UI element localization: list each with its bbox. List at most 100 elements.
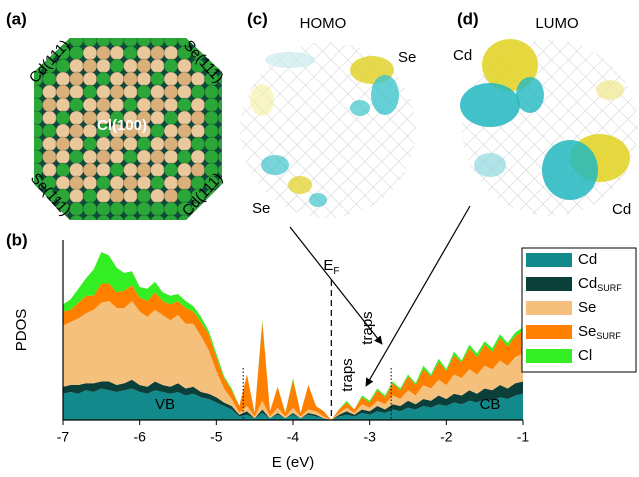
atom (29, 137, 43, 151)
atom (29, 202, 43, 216)
atom (83, 137, 97, 151)
atom (191, 85, 205, 99)
fermi-label-sub: F (333, 266, 339, 277)
atom (137, 72, 151, 86)
legend-sub: SURF (597, 283, 622, 293)
atom (83, 33, 97, 47)
atom (70, 111, 84, 125)
atom (124, 85, 138, 99)
atom (205, 215, 219, 229)
atom (178, 124, 192, 138)
x-tick-label: -5 (210, 429, 223, 445)
atom (218, 202, 232, 216)
atom (124, 215, 138, 229)
atom (178, 150, 192, 164)
atom (137, 202, 151, 216)
atom (97, 137, 111, 151)
orbital-title: LUMO (535, 15, 578, 32)
atom (97, 202, 111, 216)
atom (191, 72, 205, 86)
atom (97, 72, 111, 86)
atom (151, 163, 165, 177)
atom (83, 46, 97, 60)
atom (56, 137, 70, 151)
atom (97, 150, 111, 164)
atom (205, 111, 219, 125)
arrow (290, 227, 382, 344)
atom (110, 72, 124, 86)
atom (218, 46, 232, 60)
atom (110, 33, 124, 47)
atom (164, 150, 178, 164)
atom (124, 98, 138, 112)
atom (56, 111, 70, 125)
atom (218, 33, 232, 47)
atom (151, 176, 165, 190)
atom (124, 150, 138, 164)
atom (151, 59, 165, 73)
atom (218, 150, 232, 164)
legend-swatch (526, 277, 572, 291)
atom (29, 215, 43, 229)
atom (29, 98, 43, 112)
atom (151, 46, 165, 60)
x-tick-label: -2 (440, 429, 453, 445)
atom (43, 137, 57, 151)
atom (83, 85, 97, 99)
atom (151, 85, 165, 99)
atom (56, 163, 70, 177)
atom (218, 124, 232, 138)
atom (151, 33, 165, 47)
homo-orbital (240, 42, 416, 218)
atom (83, 59, 97, 73)
atom (164, 163, 178, 177)
atom (137, 137, 151, 151)
atom (151, 150, 165, 164)
atom (191, 124, 205, 138)
x-tick-label: -4 (287, 429, 300, 445)
atom (124, 176, 138, 190)
atom (178, 72, 192, 86)
atom (97, 59, 111, 73)
atom (137, 189, 151, 203)
atom (164, 98, 178, 112)
facet-label: Cl(100) (97, 117, 147, 134)
atom (218, 163, 232, 177)
atom (97, 215, 111, 229)
atom (70, 189, 84, 203)
atom (97, 163, 111, 177)
atom (178, 163, 192, 177)
atom (83, 176, 97, 190)
atom (29, 111, 43, 125)
atom (164, 176, 178, 190)
atom (178, 111, 192, 125)
legend-swatch (526, 253, 572, 267)
atom (218, 85, 232, 99)
atom (29, 85, 43, 99)
atom (83, 124, 97, 138)
atom (218, 111, 232, 125)
site-label: Cd (612, 201, 631, 218)
atom (205, 150, 219, 164)
atom (110, 46, 124, 60)
panel-label: (a) (6, 9, 27, 28)
legend-name: Cd (578, 251, 597, 268)
atom (70, 59, 84, 73)
atom (70, 98, 84, 112)
atom (137, 85, 151, 99)
atom (97, 33, 111, 47)
atom (70, 124, 84, 138)
atom (164, 72, 178, 86)
atom (124, 33, 138, 47)
lumo-orbital (460, 39, 638, 216)
atom (70, 163, 84, 177)
atom (124, 137, 138, 151)
atom (191, 150, 205, 164)
atom (191, 98, 205, 112)
atom (137, 59, 151, 73)
atom (137, 46, 151, 60)
atom (164, 202, 178, 216)
legend-label: Cl (578, 347, 592, 364)
site-label: Cd (453, 47, 472, 64)
atom (164, 189, 178, 203)
